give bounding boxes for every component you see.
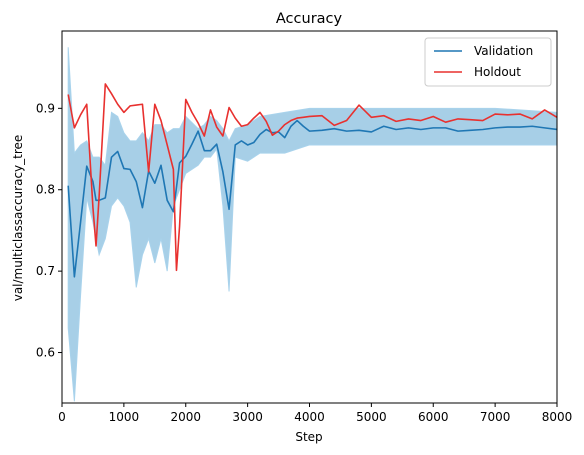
legend: Validation Holdout bbox=[424, 37, 552, 87]
confidence-band-layer bbox=[67, 47, 557, 402]
legend-label-validation: Validation bbox=[474, 44, 533, 58]
chart-title: Accuracy bbox=[276, 11, 343, 27]
validation-series-line bbox=[67, 119, 557, 278]
y-tick-label: 0.6 bbox=[36, 346, 55, 360]
x-tick-label: 6000 bbox=[418, 410, 449, 424]
x-tick-label: 7000 bbox=[480, 410, 511, 424]
y-tick-label: 0.9 bbox=[36, 101, 55, 115]
x-axis-label: Step bbox=[295, 430, 322, 444]
series-lines-layer bbox=[67, 83, 557, 278]
y-tick-label: 0.8 bbox=[36, 183, 55, 197]
x-tick-label: 8000 bbox=[542, 410, 573, 424]
legend-box bbox=[424, 37, 552, 87]
x-tick-label: 5000 bbox=[356, 410, 387, 424]
y-axis-label: val/multiclassaccuracy_tree bbox=[11, 135, 25, 302]
x-tick-label: 4000 bbox=[294, 410, 325, 424]
ticks-layer: 0 1000 2000 3000 4000 5000 6000 7000 8000 0.6 0.7 0… bbox=[36, 101, 572, 424]
validation-confidence-band bbox=[67, 47, 557, 402]
x-tick-label: 0 bbox=[58, 410, 66, 424]
x-tick-label: 2000 bbox=[170, 410, 201, 424]
holdout-series-line bbox=[67, 83, 557, 272]
legend-label-holdout: Holdout bbox=[474, 65, 521, 79]
x-tick-label: 1000 bbox=[109, 410, 140, 424]
y-tick-label: 0.7 bbox=[36, 264, 55, 278]
x-tick-label: 3000 bbox=[232, 410, 263, 424]
